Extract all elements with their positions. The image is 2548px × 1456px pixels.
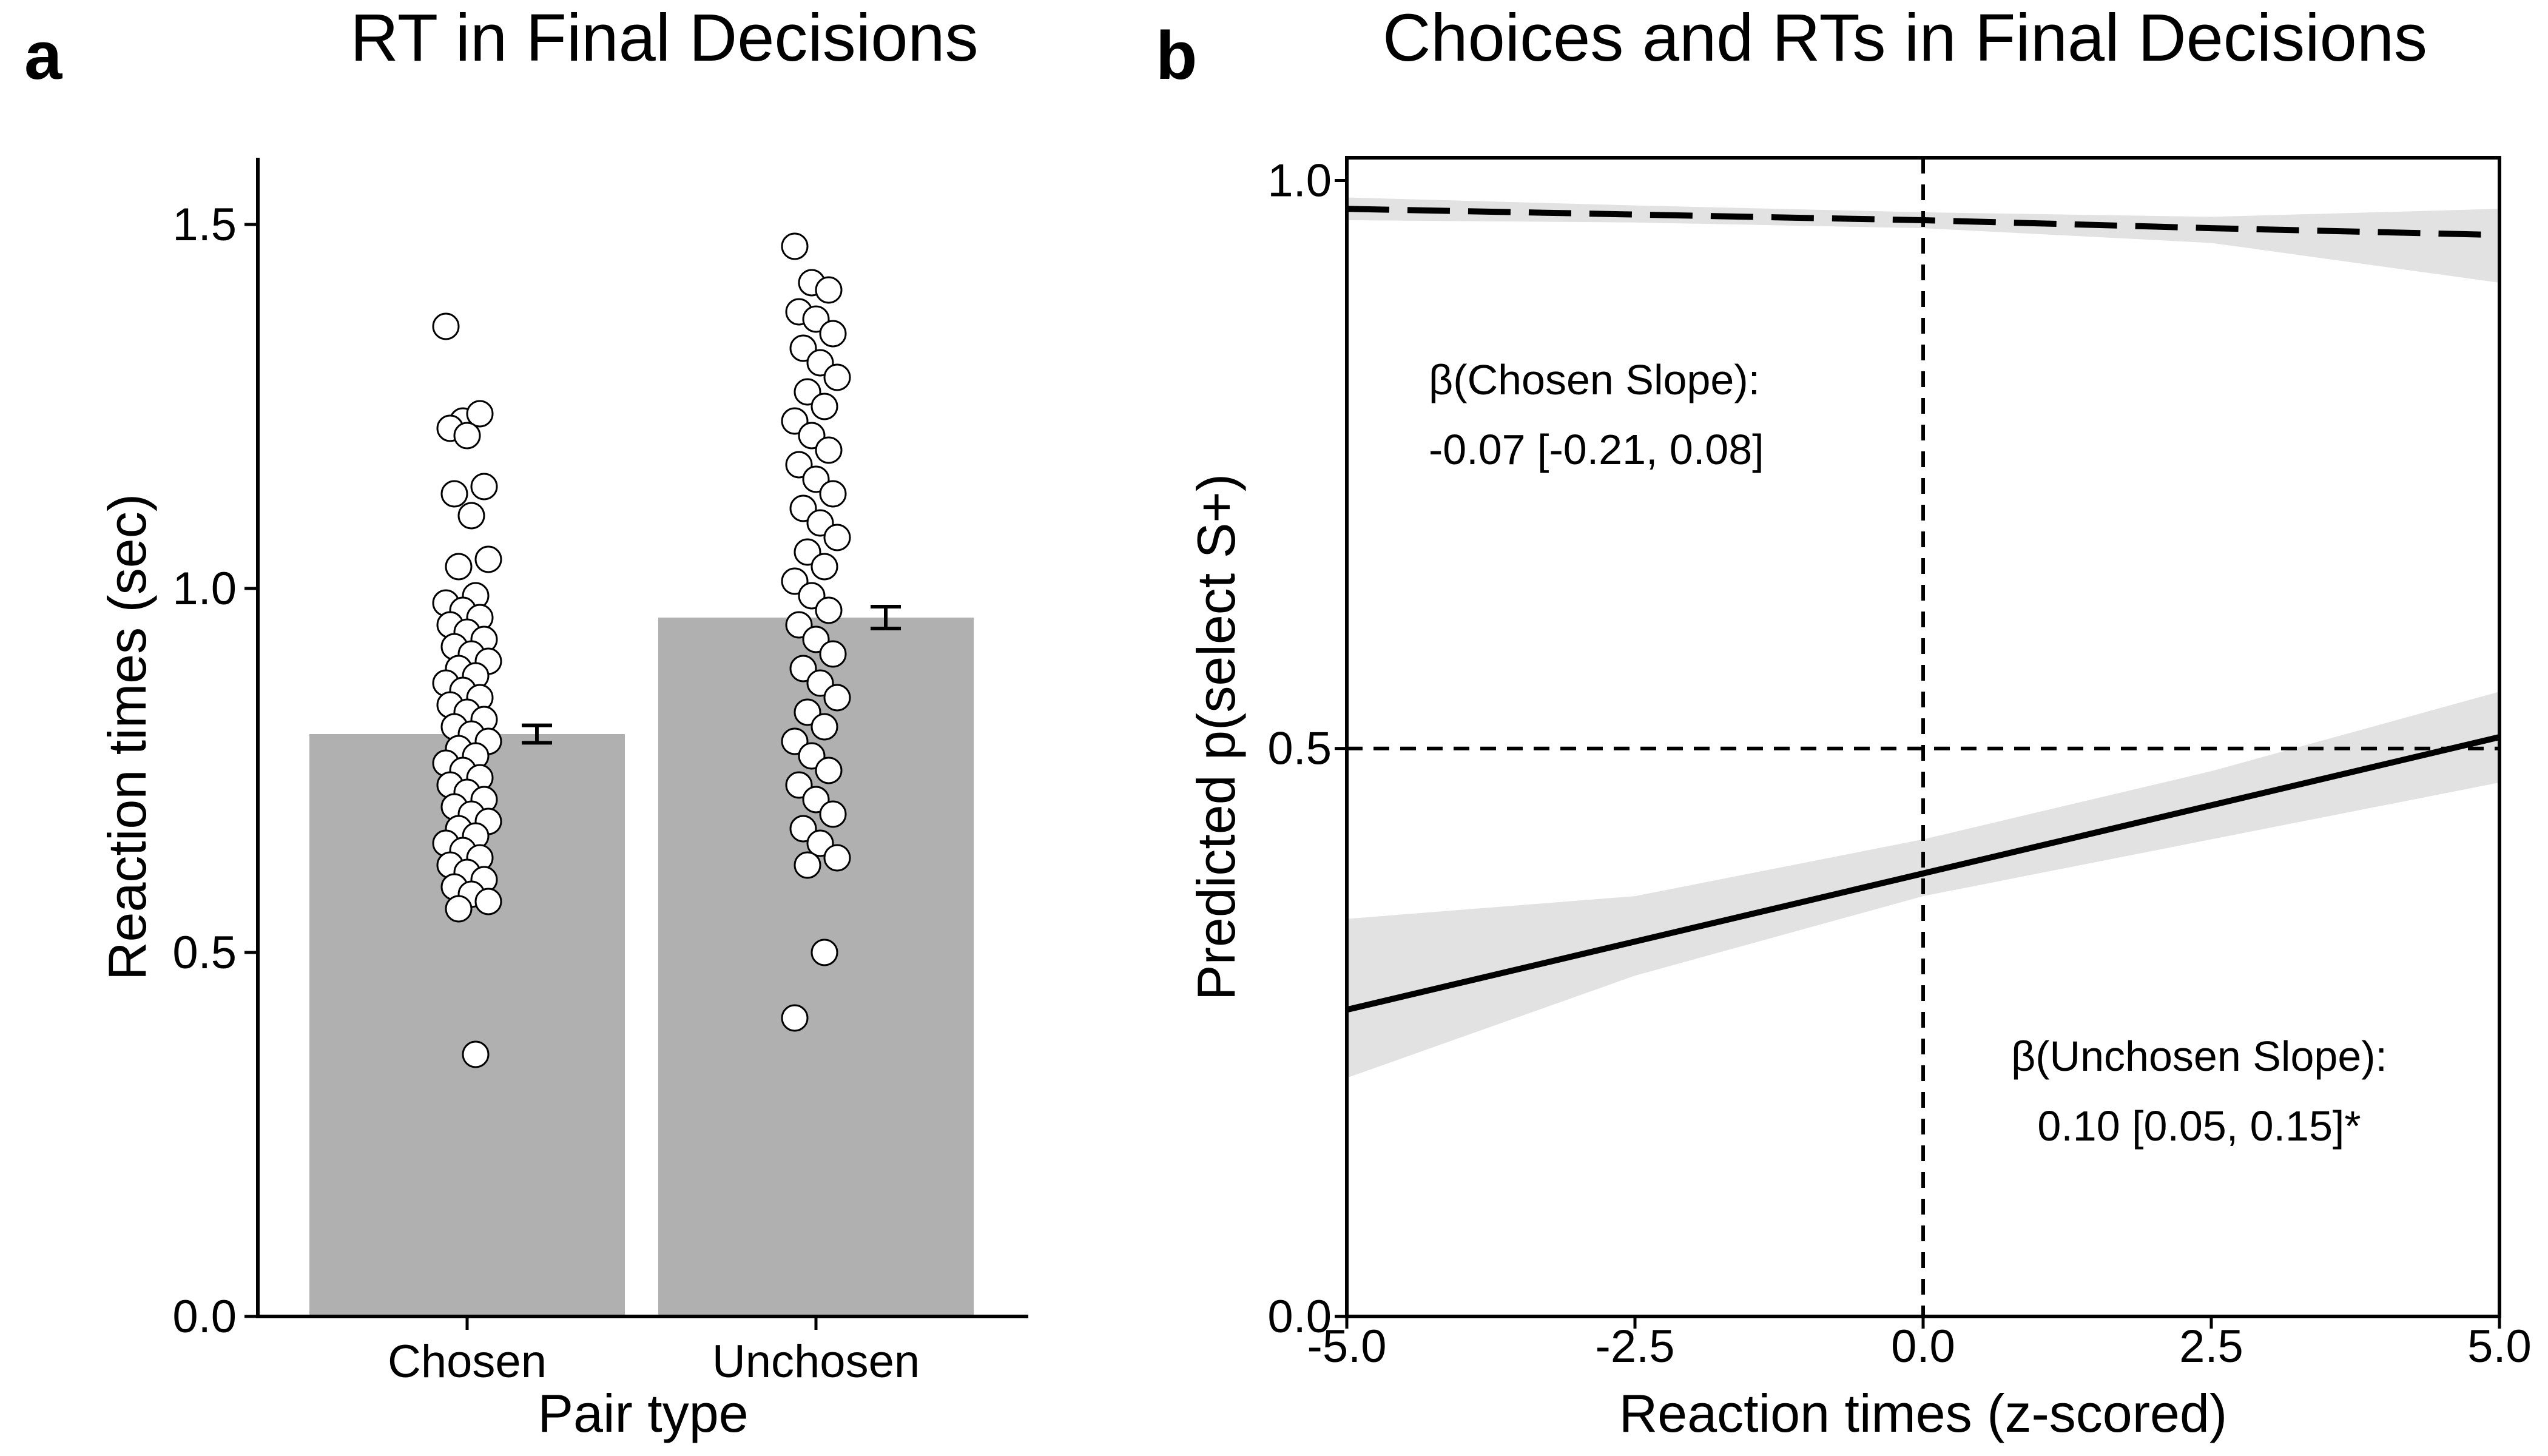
annotation-unchosen-slope-value: 0.10 [0.05, 0.15]*	[2037, 1102, 2361, 1150]
panel-b-y-axis-label: Predicted p(select S+)	[1186, 474, 1246, 1000]
annotation-unchosen-slope-label: β(Unchosen Slope):	[2011, 1033, 2387, 1080]
x-tick-label-unchosen: Unchosen	[712, 1336, 920, 1387]
y-tick-label: 0.5	[172, 927, 237, 979]
y-tick-label: 0.5	[1267, 723, 1332, 775]
data-point-unchosen	[811, 553, 838, 581]
data-point-chosen	[466, 400, 494, 428]
x-tick-label: -5.0	[1307, 1321, 1387, 1372]
data-point-unchosen	[823, 684, 851, 712]
x-tick-label: 5.0	[2467, 1321, 2532, 1372]
data-point-unchosen	[819, 320, 847, 348]
y-tick-label: 1.5	[172, 199, 237, 251]
error-bar-chosen	[522, 723, 552, 745]
panel-a-bars	[309, 618, 974, 1316]
data-point-chosen	[453, 422, 481, 450]
data-point-unchosen	[815, 436, 843, 464]
data-point-unchosen	[815, 757, 843, 784]
y-tick-label: 0.0	[172, 1291, 237, 1343]
x-tick-label: 2.5	[2179, 1321, 2243, 1372]
panel-a-x-axis-label: Pair type	[538, 1383, 748, 1443]
data-point-unchosen	[815, 596, 843, 624]
annotation-chosen-slope-label: β(Chosen Slope):	[1429, 356, 1760, 403]
y-tick-label: 1.0	[172, 563, 237, 615]
panel-b: b Choices and RTs in Final Decisions 0.0…	[1156, 1, 2532, 1443]
y-tick-label: 0.0	[1267, 1291, 1332, 1343]
fit-line-solid	[1346, 734, 2501, 1013]
data-point-unchosen	[819, 480, 847, 508]
panel-b-fit-lines	[1346, 206, 2501, 1013]
confidence-band-dashed	[1347, 197, 2499, 283]
error-bar-unchosen	[871, 605, 901, 630]
panel-a-x-ticks: Chosen Unchosen	[388, 1316, 920, 1387]
fit-line-dashed	[1346, 206, 2500, 238]
data-point-chosen	[432, 312, 460, 340]
data-point-unchosen	[823, 524, 851, 551]
data-point-chosen	[445, 895, 473, 923]
panel-b-title: Choices and RTs in Final Decisions	[1383, 1, 2427, 75]
panel-a-points	[432, 232, 851, 1068]
data-point-chosen	[440, 480, 468, 508]
x-tick-label: 0.0	[1891, 1321, 1955, 1372]
panel-a-error-bars	[522, 605, 901, 745]
data-point-unchosen	[781, 1004, 809, 1032]
panel-b-x-ticks: -5.0 -2.5 0.0 2.5 5.0	[1307, 1316, 2532, 1372]
panel-b-x-axis-label: Reaction times (z-scored)	[1619, 1383, 2228, 1443]
data-point-chosen	[457, 502, 485, 530]
data-point-unchosen	[823, 844, 851, 872]
data-point-unchosen	[781, 232, 809, 260]
panel-a-y-axis-label: Reaction times (sec)	[97, 494, 157, 980]
panel-a-y-ticks: 0.0 0.5 1.0 1.5	[172, 199, 258, 1343]
data-point-unchosen	[819, 640, 847, 668]
data-point-unchosen	[815, 276, 843, 304]
data-point-unchosen	[811, 393, 838, 420]
panel-b-y-ticks: 0.0 0.5 1.0	[1267, 155, 1347, 1343]
panel-b-reference-lines	[1347, 158, 2499, 1316]
x-tick-label: -2.5	[1596, 1321, 1675, 1372]
panel-a-title: RT in Final Decisions	[350, 1, 978, 75]
panel-a: a RT in Final Decisions 0.0 0.5 1.0 1.5 Cho…	[24, 1, 1028, 1443]
data-point-chosen	[474, 545, 502, 573]
panel-a-letter: a	[24, 18, 62, 93]
data-point-chosen	[474, 888, 502, 915]
data-point-unchosen	[819, 800, 847, 828]
data-point-unchosen	[811, 713, 838, 741]
data-point-chosen	[445, 553, 473, 581]
annotation-chosen-slope-value: -0.07 [-0.21, 0.08]	[1429, 426, 1764, 473]
data-point-unchosen	[823, 363, 851, 391]
data-point-unchosen	[794, 851, 821, 879]
data-point-chosen	[462, 1040, 490, 1068]
y-tick-label: 1.0	[1267, 155, 1332, 206]
x-tick-label-chosen: Chosen	[388, 1336, 547, 1387]
panel-b-letter: b	[1156, 18, 1197, 93]
data-point-chosen	[470, 473, 498, 500]
data-point-unchosen	[811, 939, 838, 966]
